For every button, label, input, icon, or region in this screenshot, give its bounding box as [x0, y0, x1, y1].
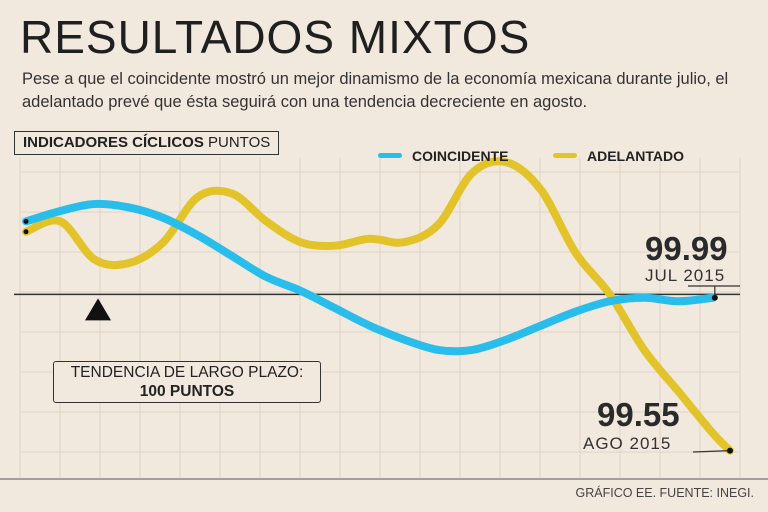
- chart-title-box: INDICADORES CÍCLICOS PUNTOS: [14, 131, 280, 155]
- trend-annotation-box: TENDENCIA DE LARGO PLAZO: 100 PUNTOS: [53, 361, 321, 403]
- page-title: RESULTADOS MIXTOS: [20, 11, 531, 63]
- legend-item-coincidente: COINCIDENTE: [378, 147, 508, 165]
- trend-annotation-line1: TENDENCIA DE LARGO PLAZO:: [70, 364, 304, 381]
- series-line-adelantado: [22, 157, 734, 455]
- series-end-point-coincidente: [711, 294, 718, 301]
- series-line-coincidente: [22, 199, 717, 356]
- series-start-point-adelantado: [23, 229, 29, 235]
- legend-swatch-adelantado: [553, 152, 577, 158]
- legend-item-adelantado: ADELANTADO: [553, 147, 684, 165]
- series-end-point-adelantado: [727, 447, 733, 454]
- chart-series-layer: [22, 157, 734, 455]
- series-start-point-coincidente: [23, 218, 29, 224]
- legend-label-coincidente: COINCIDENTE: [412, 148, 509, 164]
- callout-adelantado-value: 99.55: [597, 396, 680, 433]
- source-note: GRÁFICO EE. FUENTE: INEGI.: [575, 486, 755, 500]
- page-subtitle: Pese a que el coincidente mostró un mejo…: [22, 70, 729, 111]
- legend-swatch-coincidente: [378, 152, 402, 158]
- trend-marker-triangle: [85, 298, 111, 321]
- trend-annotation-line2: 100 PUNTOS: [139, 383, 235, 400]
- callout-adelantado-date: AGO 2015: [583, 434, 672, 453]
- callout-coincidente-date: JUL 2015: [645, 266, 726, 285]
- chart-title-unit: PUNTOS: [208, 134, 271, 151]
- legend-label-adelantado: ADELANTADO: [587, 148, 684, 164]
- callout-layer: [688, 285, 740, 454]
- chart-title-bold: INDICADORES CÍCLICOS: [23, 134, 204, 151]
- callout-adelantado-leader: [692, 450, 731, 453]
- callout-coincidente-value: 99.99: [645, 230, 728, 267]
